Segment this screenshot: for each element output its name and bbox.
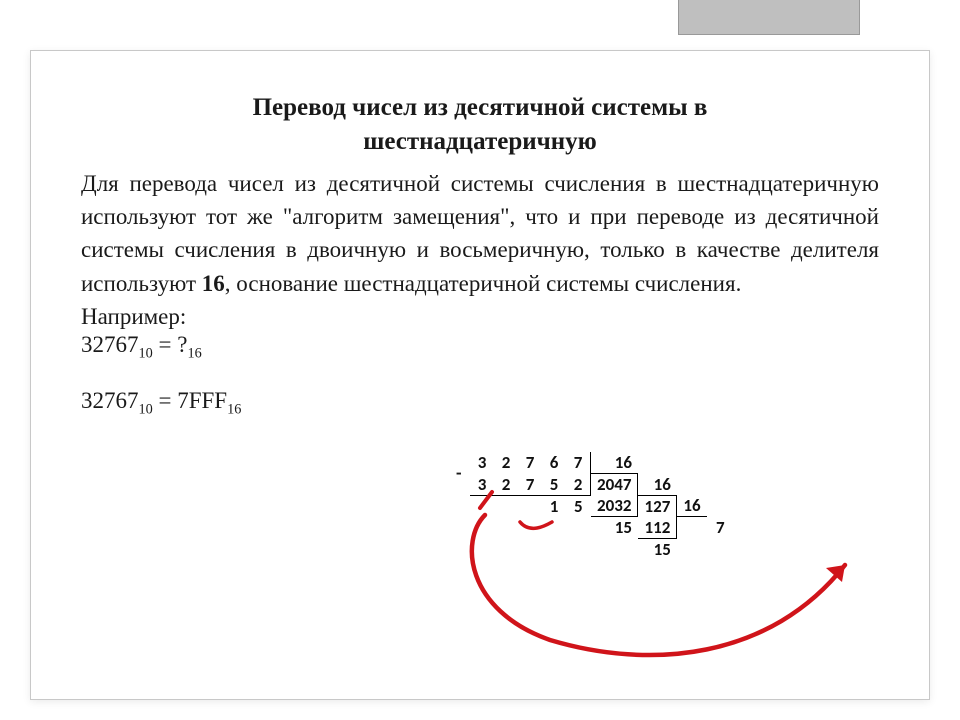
cell: 2 bbox=[566, 474, 591, 496]
long-division: - 3 2 7 6 7 16 3 2 7 5 2 2047 16 1 5 20 bbox=[470, 452, 890, 560]
cell: 15 bbox=[591, 517, 638, 539]
body-paragraph: Для перевода чисел из десятичной системы… bbox=[81, 167, 879, 300]
eq1-sub2: 16 bbox=[187, 345, 201, 361]
cell: 5 bbox=[566, 495, 591, 517]
cell: 7 bbox=[566, 452, 591, 474]
cell: 7 bbox=[518, 474, 542, 496]
slide-corner-tab bbox=[678, 0, 860, 35]
title-line-1: Перевод чисел из десятичной системы в bbox=[253, 94, 708, 121]
cell: 5 bbox=[542, 474, 566, 496]
eq2-sub1: 10 bbox=[139, 401, 153, 417]
example-label: Например: bbox=[81, 304, 879, 330]
cell: 6 bbox=[542, 452, 566, 474]
division-table: 3 2 7 6 7 16 3 2 7 5 2 2047 16 1 5 2032 … bbox=[470, 452, 731, 560]
title-line-2: шестнадцатеричную bbox=[363, 128, 596, 155]
eq1-number: 32767 bbox=[81, 332, 139, 357]
eq2-result: = 7FFF bbox=[153, 388, 227, 413]
cell: 2047 bbox=[591, 474, 638, 496]
cell: 16 bbox=[591, 452, 638, 474]
page-title: Перевод чисел из десятичной системы в ше… bbox=[81, 91, 879, 159]
minus-sign: - bbox=[456, 462, 462, 484]
equation-1: 3276710 = ?16 bbox=[81, 332, 879, 358]
cell: 7 bbox=[518, 452, 542, 474]
cell: 2032 bbox=[591, 495, 638, 517]
equation-2: 3276710 = 7FFF16 bbox=[81, 388, 879, 414]
cell: 112 bbox=[638, 517, 677, 539]
cell: 3 bbox=[470, 474, 494, 496]
cell: 16 bbox=[638, 474, 677, 496]
slide-frame: Перевод чисел из десятичной системы в ше… bbox=[30, 50, 930, 700]
cell: 2 bbox=[494, 474, 518, 496]
eq2-number: 32767 bbox=[81, 388, 139, 413]
cell: 1 bbox=[542, 495, 566, 517]
spacer bbox=[81, 358, 879, 386]
cell: 3 bbox=[470, 452, 494, 474]
cell: 127 bbox=[638, 495, 677, 517]
eq2-sub2: 16 bbox=[227, 401, 241, 417]
cell: 7 bbox=[707, 517, 731, 539]
cell: 2 bbox=[494, 452, 518, 474]
cell: 16 bbox=[677, 495, 707, 517]
eq1-q: ? bbox=[177, 332, 187, 357]
cell: 15 bbox=[638, 538, 677, 560]
eq1-sub1: 10 bbox=[139, 345, 153, 361]
bold-16: 16 bbox=[202, 271, 225, 296]
